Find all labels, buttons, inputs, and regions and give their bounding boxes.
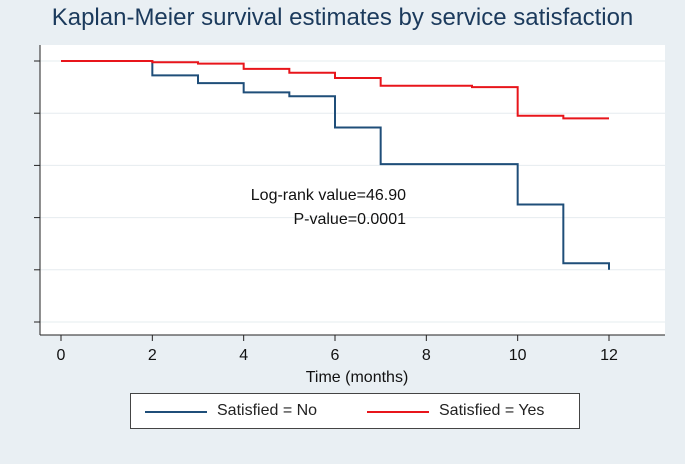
annotation-logrank: Log-rank value=46.90 — [250, 187, 406, 204]
x-tick-label-6: 12 — [600, 347, 618, 364]
series-line-satisfied-yes — [61, 60, 609, 120]
legend-label-no: Satisfied = No — [217, 402, 318, 419]
legend-swatch-yes — [367, 411, 429, 413]
x-axis-label: Time (months) — [306, 369, 409, 386]
chart-title: Kaplan-Meier survival estimates by servi… — [51, 4, 634, 31]
series-line-satisfied-no — [61, 60, 610, 270]
x-tick-label-0: 0 — [57, 347, 66, 364]
annotation-pvalue: P-value=0.0001 — [293, 211, 406, 228]
legend-swatch-no — [145, 411, 207, 413]
x-tick-label-5: 10 — [509, 347, 527, 364]
plot-background — [40, 45, 665, 335]
x-tick-label-3: 6 — [331, 347, 340, 364]
x-tick-label-1: 2 — [148, 347, 157, 364]
x-tick-label-4: 8 — [422, 347, 431, 364]
legend: Satisfied = No Satisfied = Yes — [130, 393, 580, 429]
x-tick-label-2: 4 — [239, 347, 248, 364]
legend-label-yes: Satisfied = Yes — [439, 402, 545, 419]
